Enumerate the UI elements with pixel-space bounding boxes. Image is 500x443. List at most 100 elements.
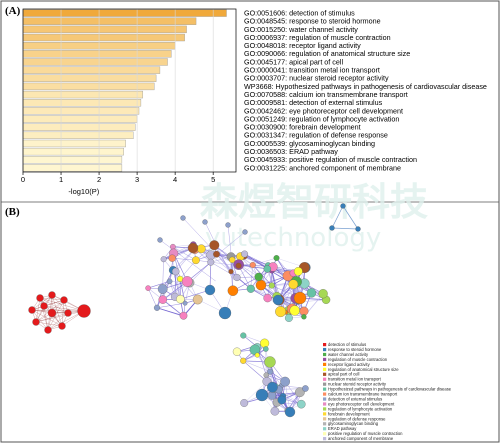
- network-node: [270, 406, 280, 416]
- network-node: [249, 261, 256, 269]
- network-edge: [35, 310, 85, 323]
- x-axis: 0 1 2 3 4 5 -log10(P): [21, 8, 237, 196]
- legend-swatch: [323, 392, 327, 396]
- network-edge: [31, 294, 53, 311]
- category-label: GO:0036503: ERAD pathway: [244, 147, 338, 156]
- network-node: [268, 282, 275, 289]
- legend-swatch: [323, 387, 327, 391]
- legend-swatch: [323, 377, 327, 381]
- network-node: [284, 314, 293, 322]
- legend-swatch: [323, 412, 327, 416]
- legend-swatch: [323, 372, 327, 376]
- network-node: [202, 219, 208, 225]
- panel-b-label: (B): [5, 206, 20, 218]
- network-edge: [43, 305, 69, 314]
- network-node: [240, 399, 249, 407]
- network-edge: [175, 271, 181, 300]
- legend-swatch: [323, 347, 327, 352]
- category-label: GO:0015250: water channel activity: [244, 25, 358, 34]
- x-tick-label: 1: [59, 175, 63, 184]
- network-node: [272, 294, 284, 306]
- legend-label: receptor ligand activity: [328, 362, 371, 367]
- category-labels: GO:0051606: detection of stimulusGO:0048…: [244, 8, 487, 172]
- category-label: GO:0051606: detection of stimulus: [244, 8, 355, 17]
- network-edge: [174, 271, 177, 297]
- legend-swatch: [323, 382, 327, 386]
- network-node: [302, 385, 309, 392]
- network-node: [192, 294, 203, 305]
- bar: [22, 74, 157, 82]
- legend-label: regulation of defense response: [328, 416, 386, 421]
- network-node: [181, 276, 193, 287]
- category-label: GO:0005539: glycosaminoglycan binding: [244, 139, 375, 148]
- network-edge: [156, 307, 184, 316]
- legend-label: detection of external stimulus: [328, 396, 382, 401]
- network-node: [204, 284, 216, 296]
- network-edge: [35, 312, 69, 323]
- network-node: [158, 295, 168, 304]
- legend-label: transition metal ion transport: [328, 377, 382, 382]
- network-edge: [148, 281, 170, 289]
- category-label: WP3668: Hypothesized pathways in pathoge…: [244, 82, 487, 91]
- network-node: [160, 256, 167, 263]
- legend-label: glycosaminoglycan binding: [328, 421, 379, 426]
- network-node: [241, 250, 249, 258]
- legend-swatch: [323, 432, 327, 436]
- network-node: [246, 284, 255, 293]
- legend-label: eye photoreceptor cell development: [328, 401, 395, 406]
- network-node: [240, 357, 247, 364]
- network-node: [153, 304, 161, 311]
- network-node: [288, 279, 299, 290]
- network-edge: [61, 299, 65, 327]
- legend-label: response to steroid hormone: [328, 347, 382, 352]
- network-node: [254, 352, 260, 358]
- legend-label: apical part of cell: [328, 372, 359, 377]
- bar: [22, 131, 134, 140]
- category-label: GO:0045933: positive regulation of muscl…: [244, 155, 417, 164]
- legend-label: nuclear steroid receptor activity: [328, 382, 387, 387]
- network-node: [235, 262, 242, 269]
- legend-label: Hypothesized pathways in pathogenesis of…: [328, 387, 452, 392]
- network-node: [264, 356, 276, 368]
- network-edge: [204, 221, 233, 279]
- network-node: [275, 306, 287, 318]
- legend-swatch: [323, 437, 327, 441]
- x-tick-label: 0: [21, 175, 25, 184]
- category-label: GO:0006937: regulation of muscle contrac…: [244, 33, 391, 42]
- network-edge: [243, 360, 271, 372]
- network-node: [228, 269, 234, 275]
- network-edge: [35, 321, 63, 327]
- x-tick-label: 5: [211, 175, 215, 184]
- bar: [22, 66, 161, 74]
- network-edge: [162, 259, 164, 289]
- network-node: [40, 302, 48, 310]
- panel-a-label: (A): [5, 5, 21, 17]
- category-label: GO:0042462: eye photoreceptor cell devel…: [244, 106, 403, 115]
- network-node: [280, 376, 290, 387]
- network-node: [64, 309, 72, 317]
- network-node: [48, 291, 56, 299]
- network-edge: [180, 289, 211, 300]
- bar: [22, 99, 142, 107]
- plot-frame: [22, 8, 237, 173]
- watermark-sub: yutechnology: [205, 223, 381, 253]
- legend-label: detection of stimulus: [328, 342, 366, 347]
- network-node: [218, 306, 232, 320]
- network-node: [44, 326, 52, 334]
- network-edge: [43, 305, 49, 331]
- network-edge: [240, 256, 260, 278]
- network-node: [232, 347, 242, 356]
- legend-label: regulation of muscle contraction: [328, 357, 388, 362]
- legend-label: water channel activity: [328, 352, 369, 357]
- category-label: GO:0070588: calcium ion transmembrane tr…: [244, 90, 408, 99]
- network-edge: [244, 253, 268, 270]
- legend-label: regulation of anatomical structure size: [328, 367, 399, 372]
- network-node: [284, 406, 296, 418]
- network-node: [60, 296, 68, 304]
- network-node: [157, 237, 163, 243]
- bar: [22, 25, 187, 34]
- network-node: [213, 250, 220, 258]
- x-axis-title: -log10(P): [68, 187, 99, 196]
- network-edge: [31, 309, 85, 312]
